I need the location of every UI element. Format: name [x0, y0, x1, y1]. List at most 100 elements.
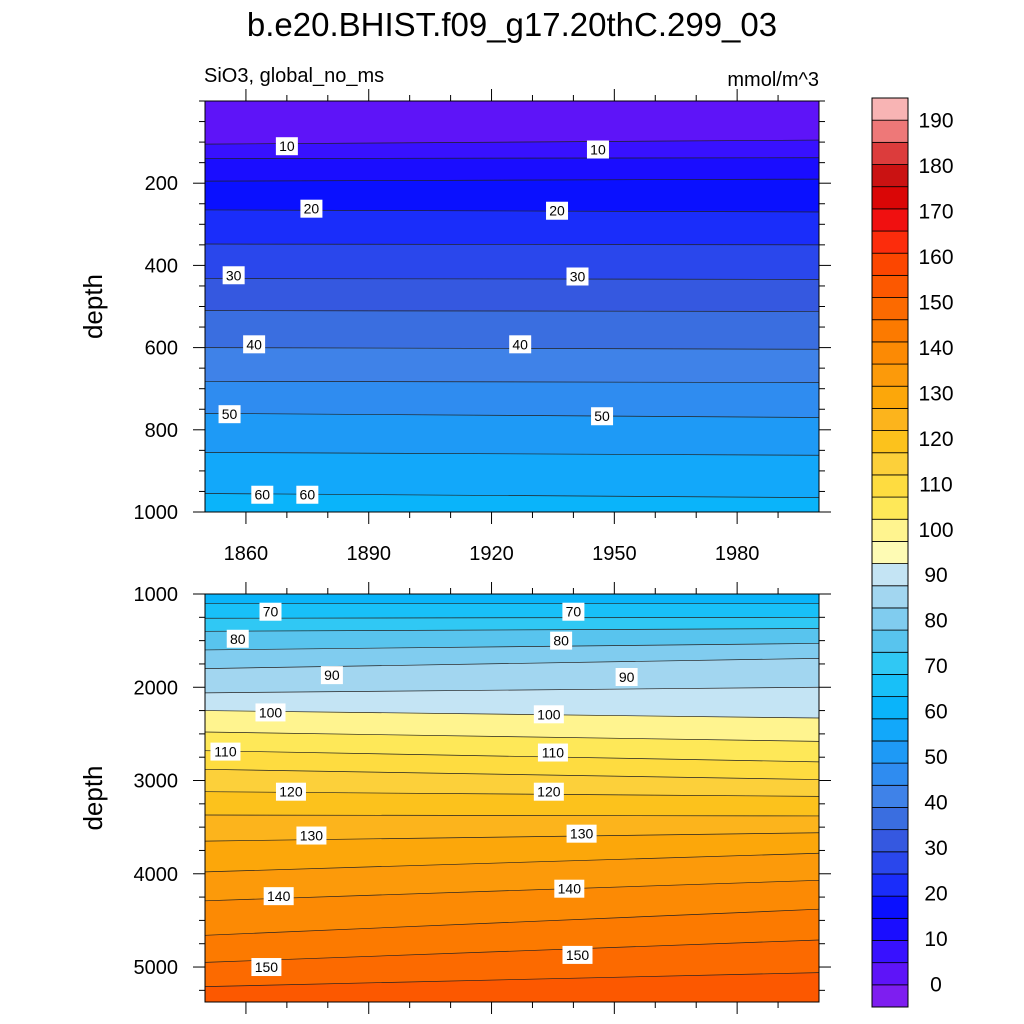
colorbar-swatch [871, 674, 909, 698]
contour-band [205, 278, 819, 312]
upper-panel: 1860 1890 1920 1950 1980 200 400 600 800 1000 dept… [78, 89, 831, 565]
contour-label-box [546, 201, 569, 220]
contour-band [205, 603, 819, 619]
colorbar-swatch [871, 164, 909, 188]
contour-label-box [566, 824, 597, 843]
y-tick-label: 4000 [134, 864, 179, 886]
contour-line [205, 157, 819, 159]
contour-label-box [259, 602, 282, 621]
contour-label: 10 [275, 137, 298, 156]
contour-label: 30 [566, 267, 589, 286]
contour-label-box [222, 266, 245, 285]
colorbar-swatch [871, 319, 909, 343]
colorbar-swatch [871, 252, 909, 276]
colorbar-swatch [871, 563, 909, 587]
contour-label-box [562, 945, 593, 964]
contour-label-text: 70 [566, 604, 582, 620]
contour-label-box [533, 782, 564, 801]
contour-label: 110 [210, 742, 241, 761]
contour-label: 70 [562, 602, 585, 621]
contour-band [205, 243, 819, 280]
contour-line [205, 452, 819, 456]
contour-line [205, 731, 819, 742]
contour-band [205, 157, 819, 182]
contour-band [205, 413, 819, 456]
colorbar-tick-label: 160 [918, 246, 953, 269]
contour-label-box [218, 405, 241, 424]
contour-label-box [537, 743, 568, 762]
contour-label: 60 [296, 485, 319, 504]
contour-band [205, 209, 819, 246]
contour-label-box [243, 335, 266, 354]
colorbar-swatch [871, 962, 909, 986]
colorbar-tick-label: 0 [930, 973, 942, 996]
colorbar-frame [871, 97, 909, 1008]
contour-label-text: 40 [512, 336, 528, 352]
contour-label: 80 [226, 629, 249, 648]
contour-line [205, 852, 819, 873]
colorbar-swatch [871, 718, 909, 742]
contour-label: 50 [591, 407, 614, 426]
contour-band [205, 381, 819, 418]
y-tick-label: 800 [145, 420, 178, 442]
colorbar-tick-label: 10 [924, 928, 947, 951]
units-subtitle: mmol/m^3 [727, 69, 819, 91]
contour-line [205, 243, 819, 246]
contour-label: 90 [615, 667, 638, 686]
colorbar-swatch [871, 452, 909, 476]
colorbar-swatch [871, 407, 909, 431]
contour-label-box [255, 703, 286, 722]
contour-label-box [275, 782, 306, 801]
contour-label-text: 90 [324, 667, 340, 683]
colorbar-swatch [871, 984, 909, 1008]
contour-label: 100 [255, 703, 286, 722]
contour-label-box [320, 666, 343, 685]
colorbar-tick-label: 30 [924, 837, 947, 860]
y-axis-label: depth [78, 274, 108, 339]
colorbar-tick-label: 50 [924, 746, 947, 769]
colorbar-tick-label: 130 [918, 382, 953, 405]
contour-fills [205, 101, 819, 512]
contour-label: 80 [550, 631, 573, 650]
colorbar-swatch [871, 341, 909, 365]
colorbar-swatch [871, 141, 909, 165]
contour-label-box [533, 705, 564, 724]
contour-label-box [550, 631, 573, 650]
contour-label-text: 50 [594, 408, 610, 424]
contour-label-box [566, 267, 589, 286]
colorbar-swatch [871, 274, 909, 298]
contour-band [205, 101, 819, 145]
colorbar-swatch [871, 97, 909, 121]
contour-label: 70 [259, 602, 282, 621]
y-tick-label: 200 [145, 173, 178, 195]
colorbar-swatch [871, 807, 909, 831]
y-axis-label: depth [78, 765, 108, 830]
contour-label: 140 [554, 879, 585, 898]
contour-label-box [509, 335, 532, 354]
contour-label-box [554, 879, 585, 898]
contour-line [205, 139, 819, 145]
contour-label-text: 70 [263, 604, 279, 620]
plot-frame [204, 593, 820, 1003]
contour-line [205, 310, 819, 312]
contour-label-text: 140 [558, 881, 582, 897]
colorbar-swatch [871, 629, 909, 653]
colorbar-swatch [871, 851, 909, 875]
contour-line [205, 791, 819, 797]
y-tick-label: 1000 [134, 584, 179, 606]
contour-line [205, 750, 819, 763]
contour-label-text: 100 [259, 704, 283, 720]
contour-label-box [615, 667, 638, 686]
contour-label: 140 [263, 887, 294, 906]
contour-label-text: 50 [222, 406, 238, 422]
colorbar-tick-label: 90 [924, 564, 947, 587]
contour-label-text: 130 [300, 828, 324, 844]
contour-label-text: 110 [542, 745, 565, 761]
colorbar-swatch [871, 297, 909, 321]
colorbar-tick-label: 60 [924, 701, 947, 724]
colorbar-swatch [871, 230, 909, 254]
contour-label-text: 110 [214, 744, 237, 760]
left-subtitle: SiO3, global_no_ms [204, 65, 384, 87]
contour-label: 100 [533, 705, 564, 724]
